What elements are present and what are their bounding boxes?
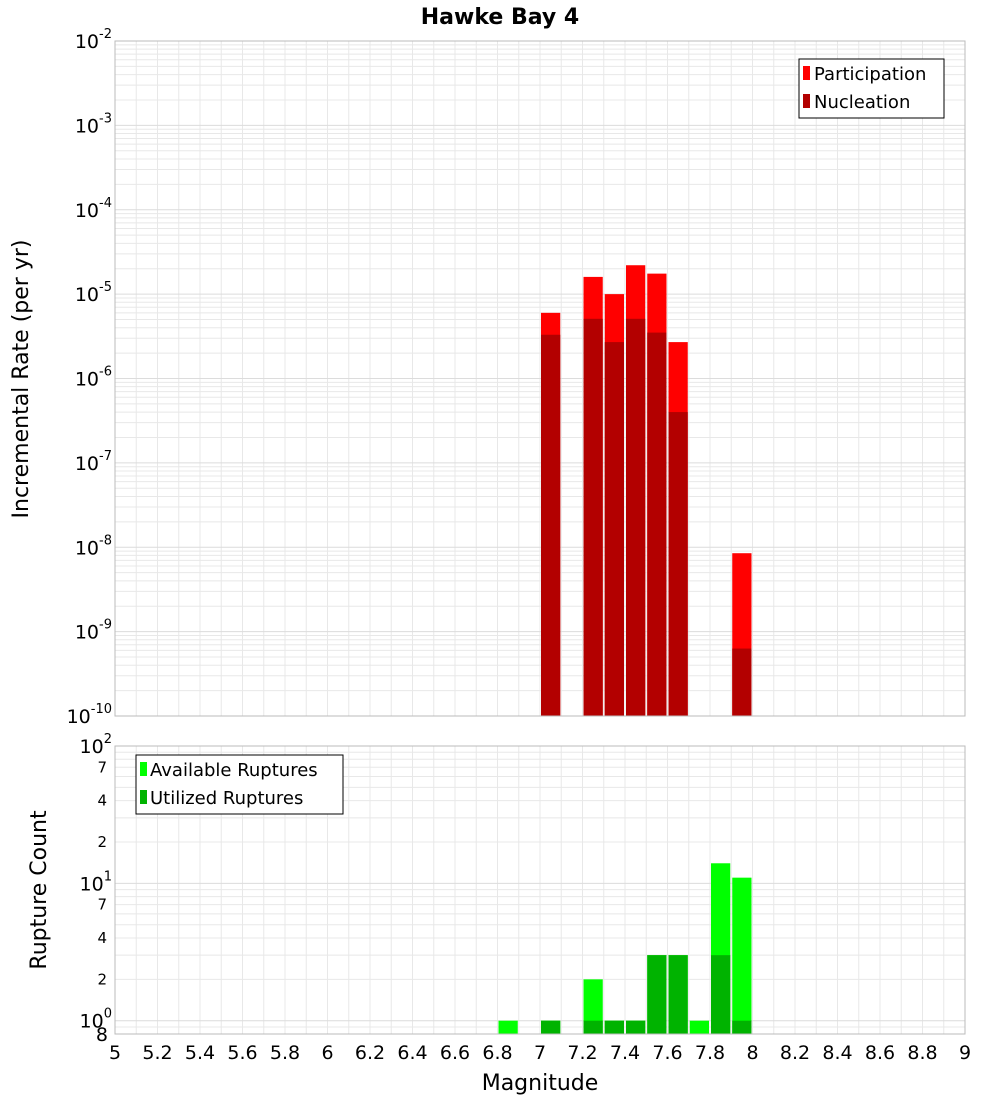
top-y-tick-label: 10-2 <box>75 27 112 53</box>
bottom-minor-y-tick-label: 2 <box>97 833 107 851</box>
bottom-minor-y-tick-label: 4 <box>97 792 107 810</box>
utilized-ruptures-legend-label: Utilized Ruptures <box>150 788 303 809</box>
available-ruptures-bar <box>689 1020 709 1034</box>
chart-title: Hawke Bay 4 <box>421 5 579 30</box>
top-grid <box>114 40 966 717</box>
available-ruptures-bar <box>498 1020 518 1034</box>
top-y-tick-labels: 10-2 10-3 10-4 10-5 10-6 10-7 10-8 10-9 10-10 <box>67 27 112 728</box>
utilized-ruptures-bar <box>583 1020 603 1034</box>
x-tick-label: 5.2 <box>142 1042 172 1064</box>
bottom-legend-box <box>135 754 344 815</box>
x-tick-label: 8.4 <box>822 1042 852 1064</box>
nucleation-bar <box>583 318 603 716</box>
nucleation-legend-label: Nucleation <box>814 92 910 113</box>
top-y-tick-label: 10-6 <box>75 365 112 391</box>
x-tick-label: 7 <box>534 1042 546 1064</box>
bottom-y-tick-label: 101 <box>80 869 112 895</box>
utilized-ruptures-bar <box>626 1020 646 1034</box>
utilized-ruptures-bar <box>647 955 667 1034</box>
x-tick-label: 5.8 <box>270 1042 300 1064</box>
top-legend-box <box>798 58 945 119</box>
bottom-count-panel: 102 101 100 7 4 2 7 4 2 8 Rupture Count Availabl… <box>27 732 966 1046</box>
nucleation-bar <box>604 342 624 716</box>
top-panel-frame <box>114 40 966 717</box>
bottom-minor-y-tick-label: 4 <box>97 929 107 947</box>
utilized-ruptures-legend-swatch <box>140 790 147 804</box>
available-ruptures-legend-label: Available Ruptures <box>150 760 318 781</box>
x-tick-label: 7.8 <box>695 1042 725 1064</box>
x-tick-label: 6 <box>321 1042 333 1064</box>
x-tick-label: 6.2 <box>355 1042 385 1064</box>
x-tick-label: 8.6 <box>865 1042 895 1064</box>
bottom-panel-frame <box>114 745 966 1035</box>
x-tick-label: 5 <box>109 1042 121 1064</box>
x-tick-label: 8 <box>746 1042 758 1064</box>
top-bars <box>541 265 752 716</box>
nucleation-bar <box>626 318 646 716</box>
x-tick-labels: 5 5.2 5.4 5.6 5.8 6 6.2 6.4 6.6 6.8 7 7.2 7.4 7.6 7.8 8… <box>109 1042 971 1064</box>
nucleation-bar <box>541 334 561 716</box>
top-y-tick-label: 10-7 <box>75 449 112 475</box>
x-tick-label: 7.2 <box>567 1042 597 1064</box>
utilized-ruptures-bar <box>668 955 688 1034</box>
top-y-tick-label: 10-9 <box>75 618 112 644</box>
bottom-y-tick-label: 100 <box>80 1007 112 1033</box>
x-tick-label: 6.6 <box>440 1042 470 1064</box>
x-axis-label: Magnitude <box>482 1071 599 1096</box>
top-y-tick-label: 10-8 <box>75 533 112 559</box>
top-rate-panel: 10-2 10-3 10-4 10-5 10-6 10-7 10-8 10-9 10-10 In… <box>9 27 966 728</box>
x-tick-label: 7.4 <box>610 1042 640 1064</box>
nucleation-bar <box>732 648 752 716</box>
available-ruptures-legend-swatch <box>140 762 147 776</box>
top-y-tick-label: 10-3 <box>75 111 112 137</box>
x-tick-label: 5.6 <box>227 1042 257 1064</box>
x-tick-label: 7.6 <box>652 1042 682 1064</box>
bottom-minor-y-tick-labels: 7 4 2 7 4 2 8 <box>96 758 108 1046</box>
top-y-axis-label: Incremental Rate (per yr) <box>9 240 34 519</box>
x-tick-label: 6.8 <box>482 1042 512 1064</box>
bottom-y-axis-label: Rupture Count <box>27 810 52 970</box>
x-tick-label: 9 <box>959 1042 971 1064</box>
top-y-tick-label: 10-10 <box>67 702 112 728</box>
nucleation-bar <box>668 412 688 716</box>
bottom-y-tick-labels: 102 101 100 <box>80 732 112 1033</box>
nucleation-legend-swatch <box>803 94 810 108</box>
x-tick-label: 5.4 <box>185 1042 215 1064</box>
top-y-tick-label: 10-4 <box>75 196 112 222</box>
bottom-legend: Available Ruptures Utilized Ruptures <box>135 754 344 815</box>
utilized-ruptures-bar <box>604 1020 624 1034</box>
available-ruptures-bar <box>583 979 603 1034</box>
utilized-ruptures-bar <box>732 1020 752 1034</box>
bottom-minor-y-tick-label: 7 <box>97 758 107 776</box>
bottom-minor-y-tick-label: 7 <box>97 896 107 914</box>
top-legend: Participation Nucleation <box>798 58 945 119</box>
utilized-ruptures-bar <box>711 955 731 1034</box>
x-tick-label: 8.8 <box>907 1042 937 1064</box>
participation-legend-label: Participation <box>814 64 926 85</box>
utilized-ruptures-bar <box>541 1020 561 1034</box>
bottom-bars <box>498 863 752 1034</box>
bottom-minor-y-tick-label: 8 <box>96 1024 108 1046</box>
bottom-minor-y-tick-label: 2 <box>97 970 107 988</box>
x-tick-label: 6.4 <box>397 1042 427 1064</box>
participation-legend-swatch <box>803 66 810 80</box>
nucleation-bar <box>647 332 667 716</box>
x-tick-label: 8.2 <box>780 1042 810 1064</box>
top-y-tick-label: 10-5 <box>75 280 112 306</box>
bottom-y-tick-label: 102 <box>80 732 112 758</box>
available-ruptures-bar <box>732 877 752 1034</box>
